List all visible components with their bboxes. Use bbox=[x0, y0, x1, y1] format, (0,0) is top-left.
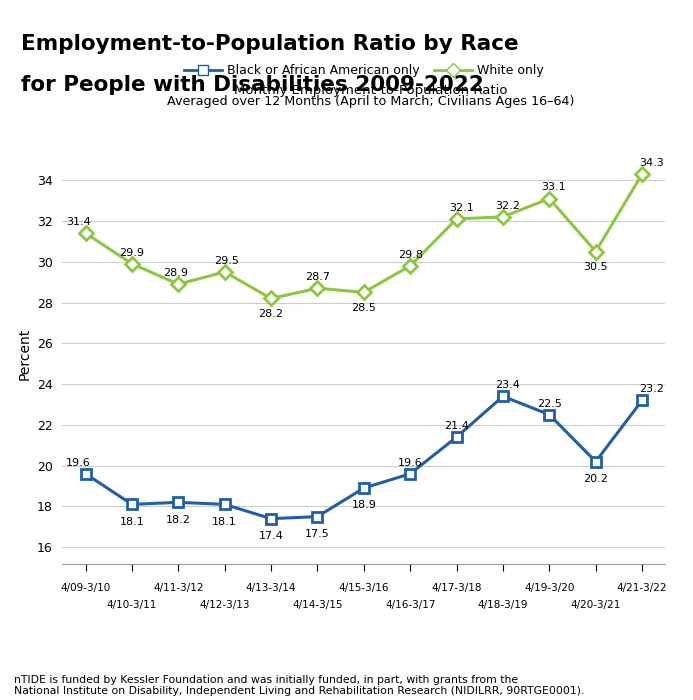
Text: 17.5: 17.5 bbox=[305, 528, 330, 539]
Text: 4/21-3/22: 4/21-3/22 bbox=[617, 583, 667, 593]
Text: 4/14-3/15: 4/14-3/15 bbox=[292, 600, 343, 610]
Text: 18.1: 18.1 bbox=[120, 517, 144, 526]
Text: 4/11-3/12: 4/11-3/12 bbox=[153, 583, 204, 593]
Text: 28.9: 28.9 bbox=[164, 268, 188, 278]
Text: 33.1: 33.1 bbox=[542, 183, 566, 193]
Text: 19.6: 19.6 bbox=[67, 458, 91, 468]
Text: 23.4: 23.4 bbox=[495, 380, 520, 390]
Text: 32.1: 32.1 bbox=[449, 203, 473, 213]
Text: 4/18-3/19: 4/18-3/19 bbox=[477, 600, 528, 610]
Text: 34.3: 34.3 bbox=[639, 158, 664, 168]
Text: 4/09-3/10: 4/09-3/10 bbox=[60, 583, 111, 593]
Text: 28.5: 28.5 bbox=[351, 302, 376, 312]
Legend: Black or African American only, White only: Black or African American only, White on… bbox=[179, 60, 549, 83]
Text: nTIDE is funded by Kessler Foundation and was initially funded, in part, with gr: nTIDE is funded by Kessler Foundation an… bbox=[14, 675, 584, 696]
Text: 31.4: 31.4 bbox=[67, 217, 91, 227]
Text: Employment-to-Population Ratio by Race: Employment-to-Population Ratio by Race bbox=[21, 34, 518, 53]
Text: 19.6: 19.6 bbox=[398, 458, 423, 468]
Text: 29.5: 29.5 bbox=[215, 256, 240, 266]
Text: 18.1: 18.1 bbox=[212, 517, 237, 526]
Text: 23.2: 23.2 bbox=[639, 384, 664, 394]
Text: for People with Disabilities 2009-2022: for People with Disabilities 2009-2022 bbox=[21, 75, 484, 95]
Text: 30.5: 30.5 bbox=[584, 262, 608, 272]
Text: 18.9: 18.9 bbox=[351, 500, 376, 510]
Text: 4/12-3/13: 4/12-3/13 bbox=[200, 600, 250, 610]
Y-axis label: Percent: Percent bbox=[17, 328, 31, 379]
Text: 28.2: 28.2 bbox=[258, 309, 283, 318]
Text: Averaged over 12 Months (April to March; Civilians Ages 16–64): Averaged over 12 Months (April to March;… bbox=[167, 95, 574, 108]
Text: 20.2: 20.2 bbox=[584, 474, 608, 484]
Text: 4/10-3/11: 4/10-3/11 bbox=[107, 600, 157, 610]
Text: 4/19-3/20: 4/19-3/20 bbox=[524, 583, 574, 593]
Text: 4/20-3/21: 4/20-3/21 bbox=[570, 600, 621, 610]
Text: 4/16-3/17: 4/16-3/17 bbox=[385, 600, 435, 610]
Text: 22.5: 22.5 bbox=[537, 398, 562, 409]
Text: 29.8: 29.8 bbox=[398, 250, 423, 260]
Text: 28.7: 28.7 bbox=[305, 272, 330, 282]
Text: 4/15-3/16: 4/15-3/16 bbox=[339, 583, 389, 593]
Text: 4/17-3/18: 4/17-3/18 bbox=[431, 583, 482, 593]
Text: 32.2: 32.2 bbox=[495, 201, 520, 211]
Text: 21.4: 21.4 bbox=[444, 421, 469, 431]
Text: 29.9: 29.9 bbox=[119, 248, 144, 258]
Text: 17.4: 17.4 bbox=[258, 531, 283, 541]
Text: 18.2: 18.2 bbox=[166, 514, 191, 524]
Text: Monthly Employment-to-Population Ratio: Monthly Employment-to-Population Ratio bbox=[234, 83, 507, 97]
Text: 4/13-3/14: 4/13-3/14 bbox=[246, 583, 297, 593]
